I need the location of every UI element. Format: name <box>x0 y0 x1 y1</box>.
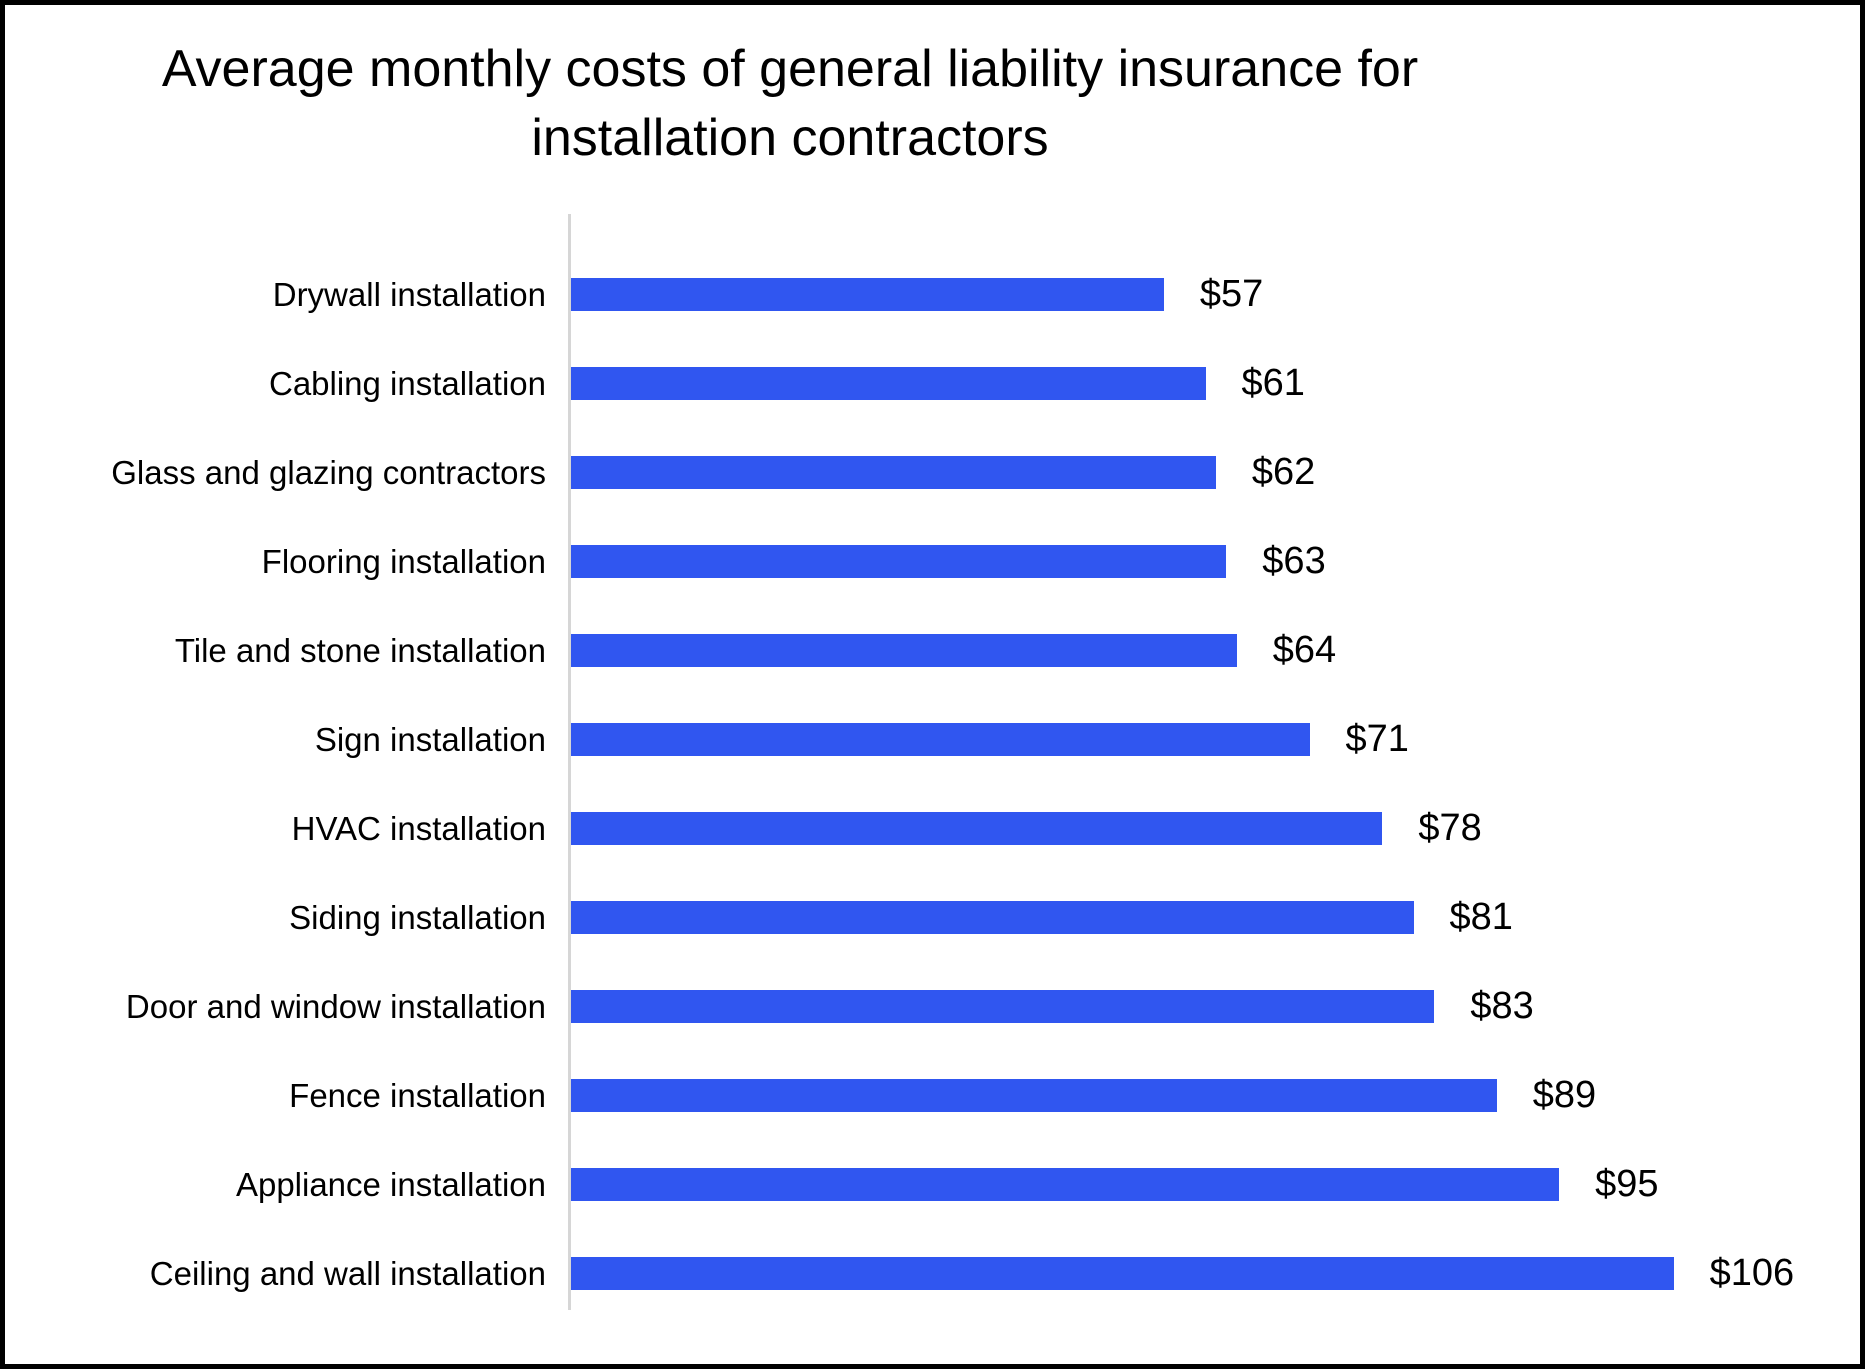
bar-row: Drywall installation $57 <box>5 250 1840 339</box>
y-axis-line <box>568 214 571 1311</box>
bar-track: $106 <box>571 1229 1840 1318</box>
category-label: Cabling installation <box>268 364 546 402</box>
bar <box>571 990 1435 1024</box>
bar <box>571 634 1237 668</box>
value-label: $62 <box>1251 451 1316 494</box>
bar-row: Glass and glazing contractors $62 <box>5 428 1840 517</box>
category-label: Siding installation <box>289 898 546 936</box>
bar-track: $95 <box>571 1140 1840 1229</box>
bar-row: Siding installation $81 <box>5 873 1840 962</box>
category-label: Appliance installation <box>235 1165 546 1203</box>
category-label: Drywall installation <box>272 275 546 313</box>
bar <box>571 545 1227 579</box>
bar-track: $57 <box>571 250 1840 339</box>
category-label: Flooring installation <box>261 542 546 580</box>
bar-row: Cabling installation $61 <box>5 339 1840 428</box>
value-label: $81 <box>1449 896 1513 939</box>
value-label: $64 <box>1272 629 1337 672</box>
bar <box>571 723 1310 757</box>
bar <box>571 812 1383 846</box>
category-label: Fence installation <box>289 1076 546 1114</box>
bar <box>571 456 1216 490</box>
bar-track: $89 <box>571 1051 1840 1140</box>
bar-row: Ceiling and wall installation $106 <box>5 1229 1840 1318</box>
bar-row: HVAC installation $78 <box>5 784 1840 873</box>
value-label: $83 <box>1470 985 1534 1028</box>
bar-row: Flooring installation $63 <box>5 517 1840 606</box>
category-label: HVAC installation <box>291 809 546 847</box>
category-label: Ceiling and wall installation <box>149 1254 546 1292</box>
bar <box>571 901 1414 935</box>
category-label: Tile and stone installation <box>174 631 546 669</box>
bar <box>571 1079 1497 1113</box>
value-label: $95 <box>1595 1163 1659 1206</box>
bar-track: $63 <box>571 517 1840 606</box>
bar-row: Fence installation $89 <box>5 1051 1840 1140</box>
bar-track: $81 <box>571 873 1840 962</box>
bar-row: Appliance installation $95 <box>5 1140 1840 1229</box>
category-label: Door and window installation <box>125 987 546 1025</box>
bar-rows: Drywall installation $57 Cabling install… <box>5 250 1840 1318</box>
bar-track: $83 <box>571 962 1840 1051</box>
bar <box>571 1168 1560 1202</box>
value-label: $57 <box>1199 273 1264 316</box>
value-label: $61 <box>1241 362 1305 405</box>
bar-row: Door and window installation $83 <box>5 962 1840 1051</box>
chart-title: Average monthly costs of general liabili… <box>5 35 1575 172</box>
value-label: $89 <box>1532 1074 1597 1117</box>
bar <box>571 278 1164 312</box>
category-label: Glass and glazing contractors <box>111 453 546 491</box>
bar-row: Sign installation $71 <box>5 695 1840 784</box>
chart-title-line-1: Average monthly costs of general liabili… <box>161 40 1419 98</box>
bar-track: $61 <box>571 339 1840 428</box>
bar <box>571 367 1206 401</box>
bar-track: $78 <box>571 784 1840 873</box>
category-label: Sign installation <box>314 720 546 758</box>
bar <box>571 1257 1674 1291</box>
bar-track: $71 <box>571 695 1840 784</box>
value-label: $63 <box>1262 540 1326 583</box>
bar-track: $64 <box>571 606 1840 695</box>
bar-track: $62 <box>571 428 1840 517</box>
value-label: $78 <box>1418 807 1482 850</box>
value-label: $71 <box>1345 718 1409 761</box>
chart-title-line-2: installation contractors <box>531 108 1049 167</box>
bar-row: Tile and stone installation $64 <box>5 606 1840 695</box>
value-label: $106 <box>1709 1252 1795 1295</box>
bar-chart: Drywall installation $57 Cabling install… <box>5 214 1860 1319</box>
